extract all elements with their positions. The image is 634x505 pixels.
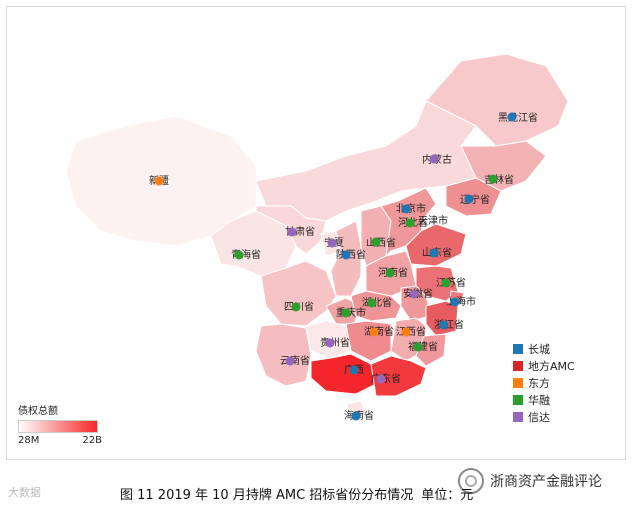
pie-marker <box>405 218 415 228</box>
province-label: 北京市 <box>396 202 426 215</box>
color-scale: 债权总额 28M 22B <box>18 402 102 446</box>
pie-marker <box>351 411 361 421</box>
pie-marker <box>488 174 498 184</box>
province-label: 黑龙江省 <box>498 111 538 124</box>
legend-item: 长城 <box>513 340 575 357</box>
legend-label: 长城 <box>528 342 550 356</box>
pie-marker <box>371 237 381 247</box>
watermark-left: 大数据 <box>8 484 41 500</box>
pie-marker <box>367 298 377 308</box>
province-label: 辽宁省 <box>460 193 490 206</box>
legend-item: 华融 <box>513 391 575 408</box>
province-label: 吉林省 <box>484 173 514 186</box>
color-scale-max: 22B <box>82 435 102 446</box>
color-scale-title: 债权总额 <box>18 406 58 417</box>
pie-marker <box>409 289 419 299</box>
province-label: 广东省 <box>371 372 401 385</box>
legend-swatch <box>513 360 523 371</box>
province-zhejiang <box>425 300 459 337</box>
legend-label: 信达 <box>528 410 550 424</box>
province-hubei <box>350 290 402 322</box>
pie-marker <box>464 194 474 204</box>
china-map: 黑龙江省 吉林省 辽宁省 内蒙古 新疆 甘肃省 宁夏 北京市 河北省 天津市 山… <box>65 53 569 422</box>
pie-marker <box>507 112 517 122</box>
figure-caption: 图 11 2019 年 10 月持牌 AMC 招标省份分布情况 单位：元 <box>120 484 473 503</box>
watermark-right: 浙商资产金融评论 <box>458 468 602 494</box>
legend-swatch <box>513 411 523 422</box>
legend-item: 信达 <box>513 408 575 425</box>
province-label: 江苏省 <box>436 276 466 289</box>
pie-marker <box>450 297 460 307</box>
province-label: 福建省 <box>408 340 438 353</box>
pie-marker <box>369 327 379 337</box>
pie-marker <box>385 268 395 278</box>
color-scale-min: 28M <box>18 435 40 446</box>
pie-marker <box>291 302 301 312</box>
legend-label: 华融 <box>528 393 550 407</box>
wechat-logo-icon <box>458 468 484 494</box>
legend-swatch <box>513 343 523 354</box>
legend-item: 地方AMC <box>513 357 575 374</box>
color-scale-bar <box>18 420 98 433</box>
province-xizang <box>100 230 262 327</box>
province-label: 浙江省 <box>434 318 464 331</box>
pie-marker <box>439 320 449 330</box>
pie-marker <box>376 374 386 384</box>
pie-marker <box>349 365 359 375</box>
pie-marker <box>325 338 335 348</box>
province-label: 陕西省 <box>336 248 366 261</box>
province-label: 贵州省 <box>320 336 350 349</box>
pie-marker <box>287 227 297 237</box>
pie-marker <box>341 250 351 260</box>
pie-marker <box>341 308 351 318</box>
legend-swatch <box>513 394 523 405</box>
pie-marker <box>401 204 411 214</box>
province-label: 山西省 <box>366 236 396 249</box>
legend-label: 地方AMC <box>528 359 575 373</box>
legend-swatch <box>513 377 523 388</box>
pie-marker <box>441 278 451 288</box>
province-yunnan <box>255 323 312 387</box>
pie-marker <box>429 154 439 164</box>
province-label: 上海市 <box>446 295 476 308</box>
caption-unit: 单位：元 <box>421 488 474 503</box>
pie-marker <box>327 238 337 248</box>
watermark-left-text: 大数据 <box>8 486 41 499</box>
province-label: 江西省 <box>396 325 426 338</box>
province-label: 湖北省 <box>362 296 392 309</box>
pie-marker <box>234 250 244 260</box>
legend-label: 东方 <box>528 376 550 390</box>
pie-marker <box>154 176 164 186</box>
province-label: 云南省 <box>280 354 310 367</box>
province-label: 湖南省 <box>364 325 394 338</box>
province-label: 天津市 <box>418 214 448 227</box>
pie-marker <box>401 327 411 337</box>
watermark-right-text: 浙商资产金融评论 <box>490 474 602 490</box>
pie-marker <box>429 248 439 258</box>
province-fujian <box>415 333 447 367</box>
pie-marker <box>285 356 295 366</box>
province-hainan <box>345 400 367 419</box>
caption-text: 图 11 2019 年 10 月持牌 AMC 招标省份分布情况 <box>120 488 414 503</box>
province-shandong <box>405 223 467 267</box>
legend-item: 东方 <box>513 374 575 391</box>
province-qinghai <box>210 210 297 277</box>
pie-marker <box>413 342 423 352</box>
province-guangdong <box>370 355 427 397</box>
amc-legend: 长城 地方AMC 东方 华融 信达 <box>513 340 575 425</box>
